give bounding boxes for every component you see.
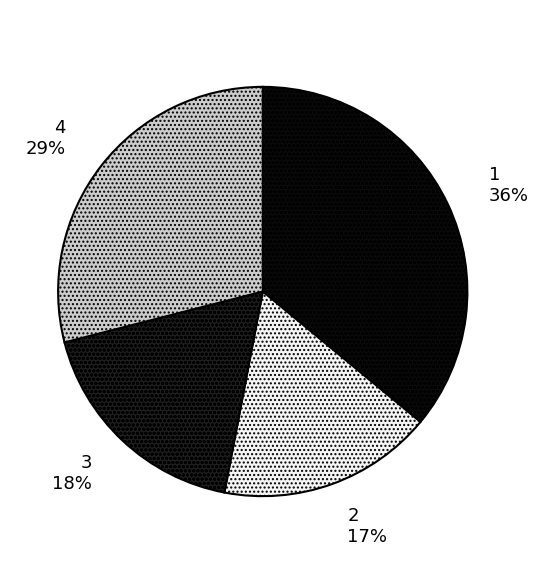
Text: 1
36%: 1 36% [489,166,529,205]
Text: 4
29%: 4 29% [25,119,65,158]
Text: 3
18%: 3 18% [52,454,92,493]
Text: 2
17%: 2 17% [347,507,387,546]
Wedge shape [263,87,467,422]
Wedge shape [58,87,263,342]
Wedge shape [225,292,420,496]
Wedge shape [64,292,263,493]
